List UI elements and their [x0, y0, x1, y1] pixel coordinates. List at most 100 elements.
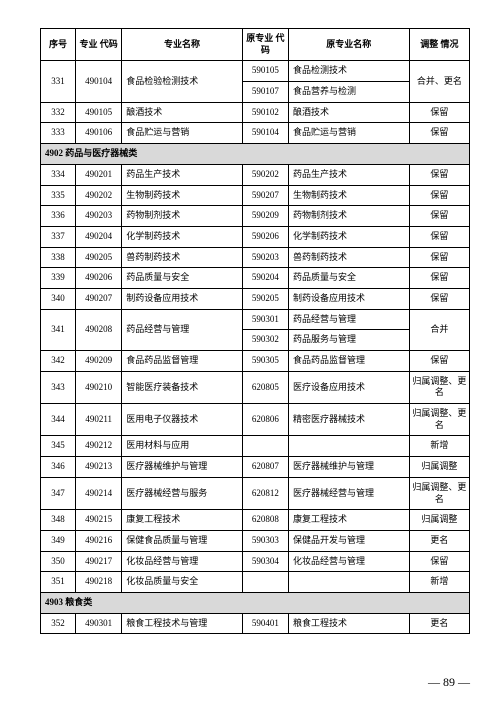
cell-seq: 347 — [41, 477, 76, 509]
cell-name: 粮食工程技术与管理 — [122, 613, 243, 634]
table-row: 333490106食品贮运与营销590104食品贮运与营销保留 — [41, 123, 470, 144]
cell-name: 药品质量与安全 — [122, 268, 243, 289]
cell-name: 药品生产技术 — [122, 164, 243, 185]
cell-adjust: 保留 — [409, 206, 469, 227]
cell-adjust: 保留 — [409, 123, 469, 144]
cell-old_name: 保健品开发与管理 — [288, 530, 409, 551]
cell-old_name: 生物制药技术 — [288, 185, 409, 206]
cell-old_code: 620808 — [242, 510, 288, 531]
table-row: 335490202生物制药技术590207生物制药技术保留 — [41, 185, 470, 206]
table-row: 349490216保健食品质量与管理590303保健品开发与管理更名 — [41, 530, 470, 551]
cell-seq: 348 — [41, 510, 76, 531]
table-row: 342490209食品药品监督管理590305食品药品监督管理保留 — [41, 351, 470, 372]
cell-old_name: 医疗设备应用技术 — [288, 371, 409, 403]
cell-old_name: 药物制剂技术 — [288, 206, 409, 227]
cell-old_name: 医疗器械维护与管理 — [288, 457, 409, 478]
cell-old_code: 590205 — [242, 288, 288, 309]
cell-seq: 352 — [41, 613, 76, 634]
table-row: 337490204化学制药技术590206化学制药技术保留 — [41, 226, 470, 247]
cell-old_code: 620806 — [242, 404, 288, 436]
cell-name: 医疗器械维护与管理 — [122, 457, 243, 478]
cell-code: 490210 — [76, 371, 122, 403]
cell-code: 490104 — [76, 61, 122, 102]
header-adjust: 调整 情况 — [409, 29, 469, 61]
cell-code: 490218 — [76, 572, 122, 593]
cell-code: 490204 — [76, 226, 122, 247]
table-row: 346490213医疗器械维护与管理620807医疗器械维护与管理归属调整 — [41, 457, 470, 478]
cell-name: 药品经营与管理 — [122, 309, 243, 350]
table-row: 341490208药品经营与管理590301药品经营与管理合并 — [41, 309, 470, 330]
cell-old_name: 制药设备应用技术 — [288, 288, 409, 309]
cell-adjust: 保留 — [409, 351, 469, 372]
cell-old_name: 食品检测技术 — [288, 61, 409, 82]
section-label: 4903 粮食类 — [41, 592, 470, 613]
cell-old_code: 620805 — [242, 371, 288, 403]
cell-name: 医用材料与应用 — [122, 436, 243, 457]
cell-adjust: 保留 — [409, 185, 469, 206]
cell-name: 食品药品监督管理 — [122, 351, 243, 372]
table-row: 331490104食品检验检测技术590105食品检测技术合并、更名 — [41, 61, 470, 82]
cell-code: 490202 — [76, 185, 122, 206]
cell-seq: 349 — [41, 530, 76, 551]
cell-code: 490217 — [76, 551, 122, 572]
page-number: — 89 — — [428, 675, 470, 690]
cell-seq: 337 — [41, 226, 76, 247]
cell-seq: 335 — [41, 185, 76, 206]
cell-seq: 350 — [41, 551, 76, 572]
cell-name: 化妆品质量与安全 — [122, 572, 243, 593]
section-row: 4903 粮食类 — [41, 592, 470, 613]
cell-adjust: 保留 — [409, 551, 469, 572]
cell-adjust: 归属调整、更名 — [409, 371, 469, 403]
cell-old_code: 590206 — [242, 226, 288, 247]
cell-old_name: 药品经营与管理 — [288, 309, 409, 330]
cell-name: 兽药制药技术 — [122, 247, 243, 268]
table-row: 344490211医用电子仪器技术620806精密医疗器械技术归属调整、更名 — [41, 404, 470, 436]
cell-old_code: 590203 — [242, 247, 288, 268]
cell-old_code: 590207 — [242, 185, 288, 206]
cell-name: 医用电子仪器技术 — [122, 404, 243, 436]
cell-name: 酿酒技术 — [122, 102, 243, 123]
majors-table: 序号 专业 代码 专业名称 原专业 代码 原专业名称 调整 情况 3314901… — [40, 28, 470, 634]
cell-old_name — [288, 572, 409, 593]
cell-adjust: 更名 — [409, 613, 469, 634]
cell-old_code: 590303 — [242, 530, 288, 551]
cell-code: 490214 — [76, 477, 122, 509]
cell-old_name: 药品质量与安全 — [288, 268, 409, 289]
cell-code: 490201 — [76, 164, 122, 185]
cell-seq: 333 — [41, 123, 76, 144]
cell-old_name: 食品药品监督管理 — [288, 351, 409, 372]
cell-adjust: 归属调整、更名 — [409, 404, 469, 436]
table-row: 343490210智能医疗装备技术620805医疗设备应用技术归属调整、更名 — [41, 371, 470, 403]
cell-old_name: 药品生产技术 — [288, 164, 409, 185]
cell-seq: 351 — [41, 572, 76, 593]
cell-old_name: 化妆品经营与管理 — [288, 551, 409, 572]
cell-adjust: 保留 — [409, 164, 469, 185]
cell-code: 490207 — [76, 288, 122, 309]
cell-code: 490203 — [76, 206, 122, 227]
cell-old_code: 590401 — [242, 613, 288, 634]
table-row: 350490217化妆品经营与管理590304化妆品经营与管理保留 — [41, 551, 470, 572]
cell-seq: 332 — [41, 102, 76, 123]
cell-old_code: 590209 — [242, 206, 288, 227]
header-row: 序号 专业 代码 专业名称 原专业 代码 原专业名称 调整 情况 — [41, 29, 470, 61]
cell-name: 药物制剂技术 — [122, 206, 243, 227]
cell-name: 化学制药技术 — [122, 226, 243, 247]
cell-old-name: 药品服务与管理 — [288, 330, 409, 351]
table-row: 334490201药品生产技术590202药品生产技术保留 — [41, 164, 470, 185]
cell-seq: 338 — [41, 247, 76, 268]
cell-old_code: 590301 — [242, 309, 288, 330]
table-row: 338490205兽药制药技术590203兽药制药技术保留 — [41, 247, 470, 268]
cell-adjust: 更名 — [409, 530, 469, 551]
cell-old_code: 590202 — [242, 164, 288, 185]
cell-old_code: 620812 — [242, 477, 288, 509]
table-row: 340490207制药设备应用技术590205制药设备应用技术保留 — [41, 288, 470, 309]
cell-seq: 340 — [41, 288, 76, 309]
cell-adjust: 保留 — [409, 102, 469, 123]
cell-seq: 343 — [41, 371, 76, 403]
cell-old_name: 康复工程技术 — [288, 510, 409, 531]
cell-adjust: 归属调整、更名 — [409, 477, 469, 509]
cell-adjust: 合并 — [409, 309, 469, 350]
cell-adjust: 归属调整 — [409, 457, 469, 478]
cell-code: 490211 — [76, 404, 122, 436]
cell-old_code: 620807 — [242, 457, 288, 478]
